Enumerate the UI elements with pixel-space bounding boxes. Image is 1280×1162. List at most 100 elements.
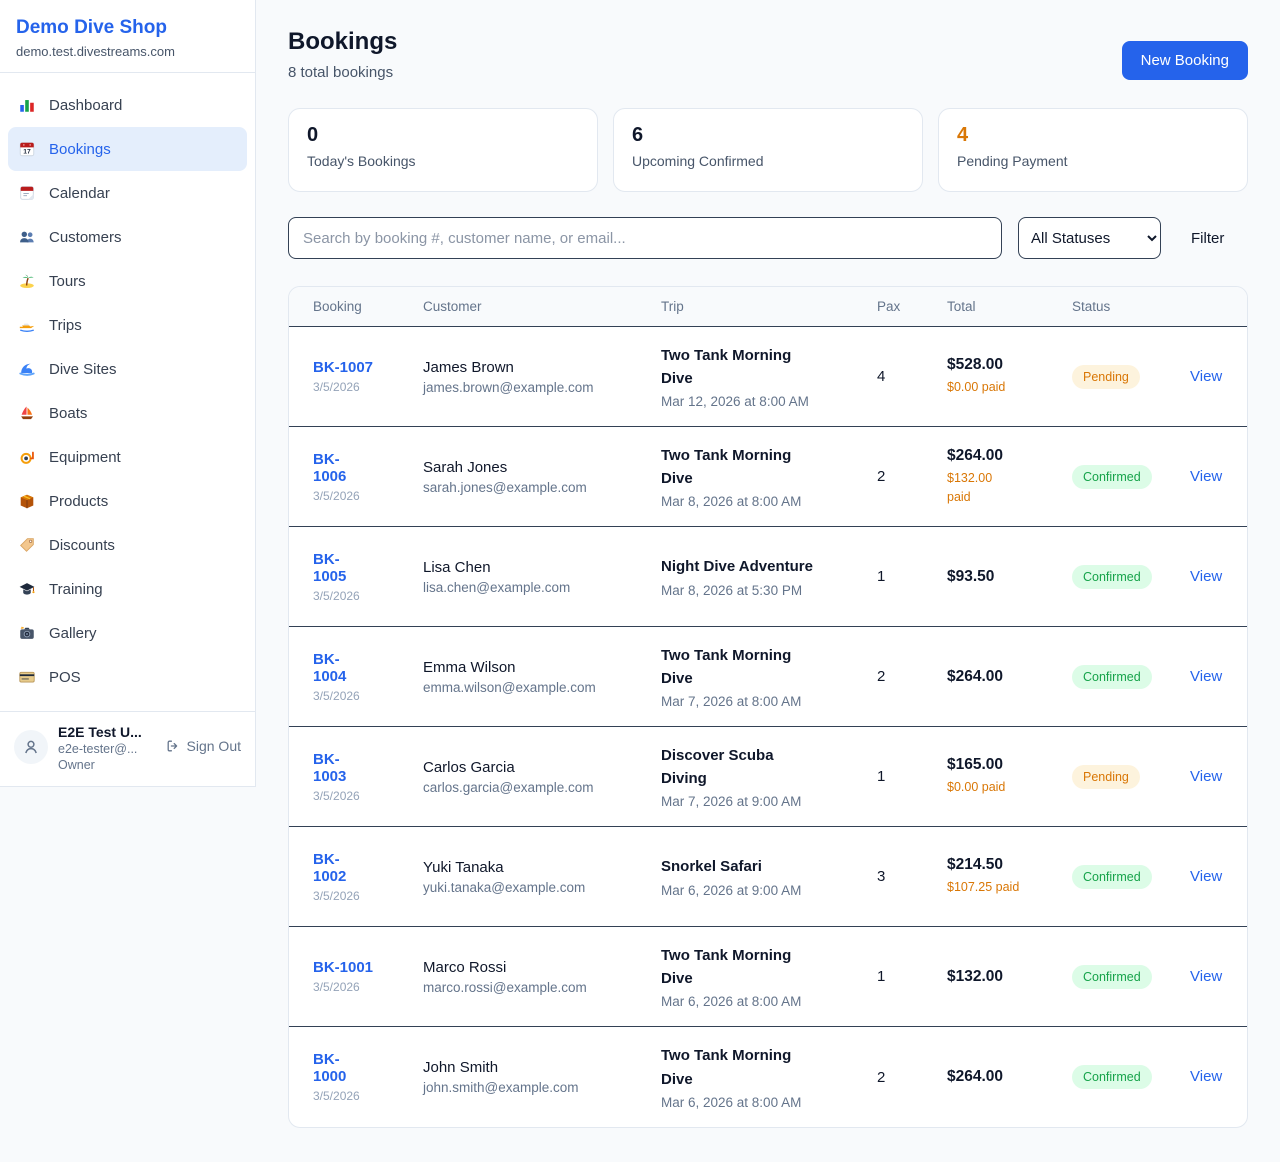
status-badge: Confirmed [1072, 664, 1152, 689]
table-row: BK- 1003 3/5/2026 Carlos Garcia carlos.gar… [289, 727, 1247, 827]
booking-id-link[interactable]: BK- 1006 [313, 450, 347, 485]
customer-name: Yuki Tanaka [423, 858, 504, 876]
tear-off-calendar-icon [18, 184, 36, 202]
dive-mask-icon [18, 448, 36, 466]
booking-id-link[interactable]: BK- 1000 [313, 1051, 347, 1085]
booking-date: 3/5/2026 [313, 788, 360, 803]
table-row: BK-1001 3/5/2026 Marco Rossi marco.rossi@e… [289, 927, 1247, 1027]
booking-date: 3/5/2026 [313, 380, 360, 394]
sidebar-item-label: Discounts [49, 536, 115, 554]
booking-id-link[interactable]: BK-1007 [313, 359, 374, 376]
customer-email: emma.wilson@example.com [423, 679, 596, 695]
view-link[interactable]: View [1190, 967, 1223, 985]
sidebar-item-bookings[interactable]: 17 Bookings [8, 127, 247, 171]
stat-value: 0 [307, 124, 319, 146]
stat-value: 4 [957, 124, 969, 146]
sidebar-item-label: Tours [49, 272, 86, 290]
sidebar-item-label: Boats [49, 404, 88, 422]
total-amount: $528.00 [947, 356, 1004, 374]
pax-count: 1 [877, 768, 886, 785]
view-link[interactable]: View [1190, 467, 1223, 485]
page-header: Bookings 8 total bookings New Booking [288, 0, 1248, 81]
svg-text:17: 17 [23, 149, 31, 156]
view-link[interactable]: View [1190, 867, 1223, 885]
booking-id-link[interactable]: BK-1001 [313, 959, 374, 976]
view-link[interactable]: View [1190, 1068, 1223, 1085]
table-row: BK- 1002 3/5/2026 Yuki Tanaka yuki.tanaka@… [289, 827, 1247, 927]
status-badge: Confirmed [1072, 564, 1152, 589]
paid-amount: $132.00 paid [947, 470, 993, 504]
customer-email: lisa.chen@example.com [423, 579, 571, 595]
trip-datetime: Mar 6, 2026 at 8:00 AM [661, 1094, 802, 1110]
sidebar-item-label: Trips [49, 316, 82, 334]
trip-datetime: Mar 8, 2026 at 8:00 AM [661, 494, 802, 510]
sidebar-nav: Dashboard 17 Bookings Calendar Customers… [0, 73, 255, 711]
table-row: BK- 1000 3/5/2026 John Smith john.smith@ex… [289, 1027, 1247, 1127]
sidebar-item-gallery[interactable]: Gallery [8, 611, 247, 655]
total-amount: $93.50 [947, 567, 995, 585]
booking-id-link[interactable]: BK- 1004 [313, 650, 347, 685]
sidebar-item-dive-sites[interactable]: Dive Sites [8, 347, 247, 391]
search-input[interactable] [288, 217, 1002, 259]
view-link[interactable]: View [1190, 667, 1223, 685]
sidebar-item-calendar[interactable]: Calendar [8, 171, 247, 215]
stats-row: 0 Today's Bookings 6 Upcoming Confirmed … [288, 108, 1248, 192]
island-icon [18, 272, 36, 290]
sign-out-label: Sign Out [186, 738, 241, 754]
booking-date: 3/5/2026 [313, 688, 360, 703]
stat-label: Upcoming Confirmed [632, 153, 764, 169]
trip-name: Two Tank Morning Dive [661, 1047, 792, 1088]
customer-name: Marco Rossi [423, 958, 507, 976]
page-title: Bookings [288, 28, 398, 55]
sidebar-item-label: Products [49, 492, 109, 510]
trip-datetime: Mar 6, 2026 at 9:00 AM [661, 882, 802, 898]
sidebar-item-customers[interactable]: Customers [8, 215, 247, 259]
sidebar-item-tours[interactable]: Tours [8, 259, 247, 303]
table-row: BK-1007 3/5/2026 James Brown james.brown@e… [289, 327, 1247, 427]
status-badge: Pending [1072, 364, 1140, 389]
column-header-booking: Booking [313, 299, 362, 314]
filter-button[interactable]: Filter [1177, 230, 1238, 247]
total-amount: $264.00 [947, 446, 1004, 464]
sidebar-header: Demo Dive Shop demo.test.divestreams.com [0, 0, 255, 73]
sidebar-item-products[interactable]: Products [8, 479, 247, 523]
table-row: BK- 1005 3/5/2026 Lisa Chen lisa.chen@exam… [289, 527, 1247, 627]
total-amount: $264.00 [947, 667, 1004, 685]
booking-id-link[interactable]: BK- 1003 [313, 750, 347, 785]
customer-name: Carlos Garcia [423, 758, 515, 776]
stat-value: 6 [632, 124, 644, 146]
column-header-status: Status [1072, 299, 1111, 314]
sign-out-button[interactable]: Sign Out [165, 738, 241, 754]
sidebar-item-label: POS [49, 668, 81, 686]
trip-datetime: Mar 7, 2026 at 9:00 AM [661, 794, 802, 810]
sidebar-item-dashboard[interactable]: Dashboard [8, 83, 247, 127]
sidebar-item-boats[interactable]: Boats [8, 391, 247, 435]
booking-date: 3/5/2026 [313, 488, 360, 503]
bookings-table: Booking Customer Trip Pax Total Status B… [288, 286, 1248, 1128]
booking-id-link[interactable]: BK- 1005 [313, 550, 347, 585]
total-amount: $132.00 [947, 967, 1004, 985]
view-link[interactable]: View [1190, 767, 1223, 785]
booking-date: 3/5/2026 [313, 980, 360, 994]
sidebar-item-training[interactable]: Training [8, 567, 247, 611]
new-booking-button[interactable]: New Booking [1121, 41, 1248, 80]
sidebar-user-section: E2E Test U... e2e-tester@... Owner Sign … [0, 711, 255, 786]
booking-id-link[interactable]: BK- 1002 [313, 850, 347, 885]
sidebar-item-trips[interactable]: Trips [8, 303, 247, 347]
sidebar-item-discounts[interactable]: Discounts [8, 523, 247, 567]
paid-amount: $0.00 paid [947, 380, 1006, 395]
sailboat-icon [18, 404, 36, 422]
view-link[interactable]: View [1190, 367, 1223, 385]
view-link[interactable]: View [1190, 567, 1223, 585]
sidebar-item-equipment[interactable]: Equipment [8, 435, 247, 479]
sidebar-item-pos[interactable]: POS [8, 655, 247, 699]
user-info: E2E Test U... e2e-tester@... Owner [58, 724, 142, 772]
total-amount: $165.00 [947, 756, 1004, 774]
paid-amount: $107.25 paid [947, 880, 1020, 895]
pax-count: 2 [877, 1068, 886, 1086]
customer-name: James Brown [423, 358, 514, 376]
status-select[interactable]: All Statuses [1018, 217, 1161, 259]
stat-label: Pending Payment [957, 153, 1068, 169]
trip-name: Night Dive Adventure [661, 558, 813, 576]
page-title-block: Bookings 8 total bookings [288, 28, 397, 81]
